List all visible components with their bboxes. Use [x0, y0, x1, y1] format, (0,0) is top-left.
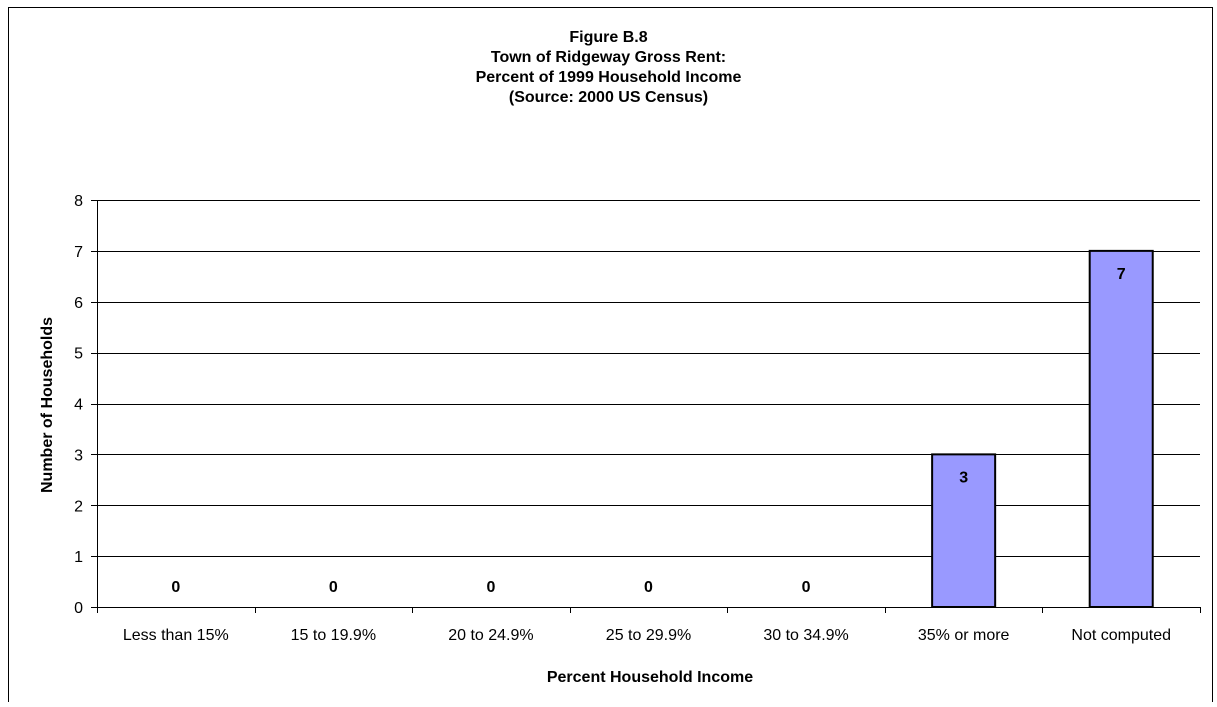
gridlines	[97, 200, 1200, 557]
y-tick-label: 6	[74, 295, 83, 312]
y-tick-label: 4	[74, 397, 83, 414]
data-label: 3	[959, 469, 968, 486]
data-label: 0	[486, 579, 495, 596]
y-tick-label: 1	[74, 549, 83, 566]
chart-title-line-4: (Source: 2000 US Census)	[508, 89, 709, 106]
x-tick-labels: Less than 15% 15 to 19.9% 20 to 24.9% 25 to…	[123, 627, 1171, 644]
axes	[91, 200, 1201, 613]
x-tick-label: 20 to 24.9%	[448, 627, 533, 644]
bars	[931, 249, 1154, 608]
chart-title-line-1: Figure B.8	[569, 29, 648, 46]
y-tick-label: 3	[74, 447, 83, 464]
chart-title-line-3: Percent of 1999 Household Income	[475, 69, 742, 86]
x-tick-label: Not computed	[1071, 627, 1171, 644]
data-label: 0	[171, 579, 180, 596]
chart-frame	[8, 7, 1213, 702]
chart-title: Figure B.8 Town of Ridgeway Gross Rent: …	[0, 28, 1217, 108]
bar	[1088, 249, 1154, 608]
data-label: 7	[1117, 266, 1126, 283]
y-tick-label: 2	[74, 498, 83, 515]
y-tick-label: 0	[74, 600, 83, 617]
y-tick-label: 5	[74, 346, 83, 363]
y-tick-label: 7	[74, 244, 83, 261]
data-label: 0	[329, 579, 338, 596]
x-tick-label: 25 to 29.9%	[606, 627, 691, 644]
chart-title-line-2: Town of Ridgeway Gross Rent:	[490, 49, 727, 66]
x-tick-label: 35% or more	[918, 627, 1010, 644]
y-tick-labels: 0 1 2 3 4 5 6 7 8	[74, 193, 83, 617]
data-label: 0	[802, 579, 811, 596]
bar	[931, 453, 997, 608]
data-labels: 0 0 0 0 0 3 7	[171, 266, 1125, 596]
x-tick-label: 30 to 34.9%	[763, 627, 848, 644]
y-tick-label: 8	[74, 193, 83, 210]
data-label: 0	[644, 579, 653, 596]
y-axis-title: Number of Households	[39, 317, 56, 493]
x-axis-title: Percent Household Income	[547, 669, 753, 686]
x-tick-label: Less than 15%	[123, 627, 229, 644]
x-tick-label: 15 to 19.9%	[291, 627, 376, 644]
